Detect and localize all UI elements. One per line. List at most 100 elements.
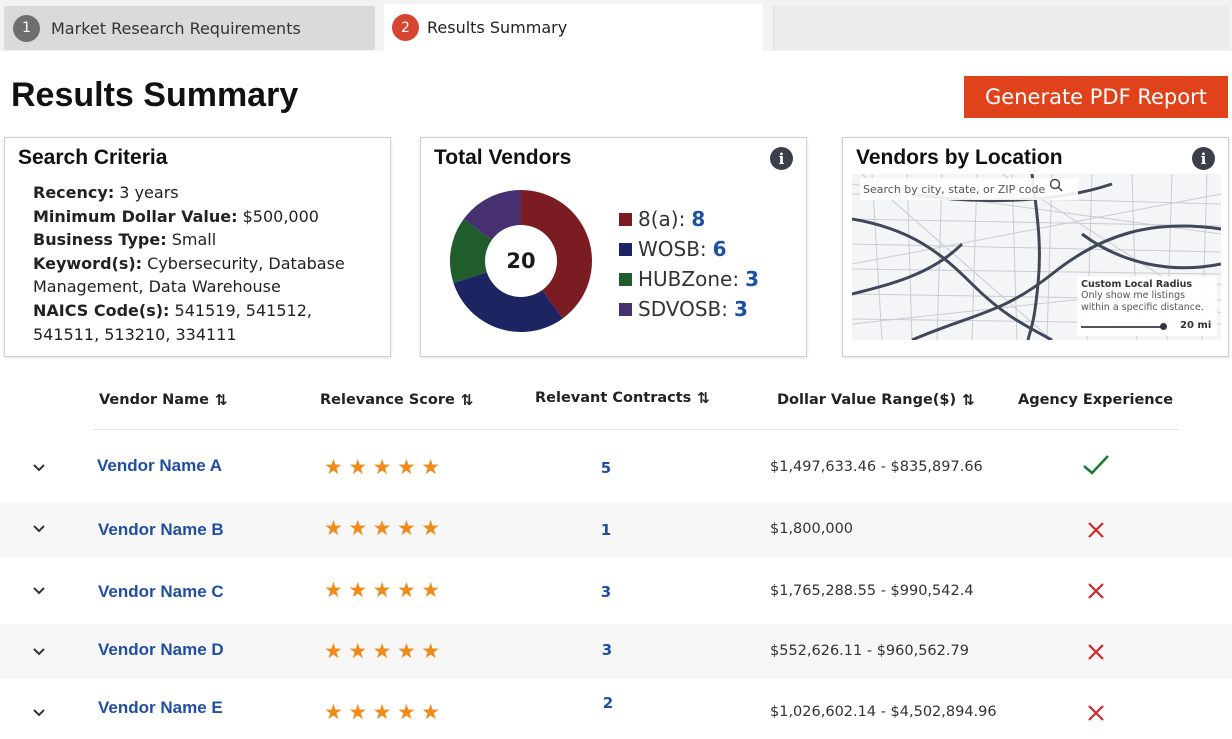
relevant-contracts-link[interactable]: 1 [600,521,612,539]
map-search-input[interactable]: Search by city, state, or ZIP code [860,178,1078,200]
criteria-naics: NAICS Code(s): 541519, 541512, 541511, 5… [33,300,312,344]
table-row: Vendor Name B ★★★★★ 1 $1,800,000 [0,502,1232,557]
vendor-name-link[interactable]: Vendor Name A [97,456,223,475]
chevron-down-icon[interactable] [30,459,48,477]
legend-swatch [619,302,632,316]
legend-swatch [619,212,632,226]
info-icon[interactable]: i [1192,147,1215,170]
chevron-down-icon[interactable] [30,643,48,661]
step-number-badge: 2 [392,14,419,41]
sort-icon[interactable]: ⇅ [460,391,473,409]
legend-item-hubzone: HUBZone: 3 [619,264,759,294]
table-row: Vendor Name A ★★★★★ 5 $1,497,633.46 - $8… [0,440,1232,495]
step-tab-results-summary[interactable]: 2 Results Summary [384,4,763,51]
total-vendors-card: Total Vendors i 20 8(a): 8 WOSB: 6 HUBZo… [420,137,807,357]
page-title: Results Summary [11,76,299,114]
map-street-lines [852,174,1221,340]
legend-item-wosb: WOSB: 6 [619,234,759,264]
search-icon[interactable] [1049,178,1063,192]
step-label: Market Research Requirements [51,18,301,38]
legend-count: 3 [745,267,759,291]
card-title: Search Criteria [18,146,168,169]
legend-label: 8(a): [638,207,686,231]
vendor-name-link[interactable]: Vendor Name C [98,582,224,601]
step-tab-market-research[interactable]: 1 Market Research Requirements [4,6,375,50]
close-icon [1088,705,1104,721]
step-number-badge: 1 [13,14,40,42]
dollar-range: $1,800,000 [770,521,854,537]
criteria-list: Recency: 3 years Minimum Dollar Value: $… [33,181,378,346]
radius-title: Custom Local Radius [1081,279,1193,290]
legend-item-8a: 8(a): 8 [619,204,759,234]
sort-icon[interactable]: ⇅ [962,391,974,409]
relevance-stars: ★★★★★ [324,700,446,724]
legend-item-sdvosb: SDVOSB: 3 [619,294,759,324]
tab-bar-filler [773,6,1229,50]
radius-value: 20 mi [1180,320,1212,331]
relevance-stars: ★★★★★ [324,516,446,540]
donut-slice-2 [450,219,492,283]
relevant-contracts-link[interactable]: 5 [600,459,612,477]
dollar-range: $552,626.11 - $960,562.79 [770,643,969,659]
close-icon [1088,583,1104,599]
custom-radius-panel: Custom Local Radius Only show me listing… [1077,276,1217,336]
legend-count: 6 [712,237,727,261]
sort-icon[interactable]: ⇅ [215,391,227,409]
relevant-contracts-link[interactable]: 3 [601,641,613,659]
legend-count: 3 [733,297,748,321]
card-title: Total Vendors [434,146,572,169]
vendor-donut-chart [450,190,592,332]
vendor-name-link[interactable]: Vendor Name B [98,520,224,539]
column-header-relevance-score[interactable]: Relevance Score ⇅ [320,391,473,409]
table-row: Vendor Name C ★★★★★ 3 $1,765,288.55 - $9… [0,563,1232,618]
legend-count: 8 [691,207,706,231]
column-header-dollar-value-range[interactable]: Dollar Value Range($) ⇅ [777,391,975,409]
generate-pdf-report-button[interactable]: Generate PDF Report [964,76,1228,118]
vendor-map[interactable]: Search by city, state, or ZIP code Custo… [852,174,1221,340]
donut-slice-0 [521,190,592,319]
table-row: Vendor Name D ★★★★★ 3 $552,626.11 - $960… [0,624,1232,679]
close-icon [1088,644,1104,660]
donut-slice-3 [463,190,521,240]
vendor-name-link[interactable]: Vendor Name D [98,640,224,659]
relevant-contracts-link[interactable]: 3 [600,583,612,601]
close-icon [1088,522,1104,538]
column-header-vendor-name[interactable]: Vendor Name ⇅ [99,391,227,409]
relevance-stars: ★★★★★ [324,578,446,602]
chevron-down-icon[interactable] [30,704,48,722]
check-icon [1083,455,1109,475]
dollar-range: $1,026,602.14 - $4,502,894.96 [770,704,997,720]
vendor-legend: 8(a): 8 WOSB: 6 HUBZone: 3 SDVOSB: 3 [619,204,759,324]
criteria-min-dollar: Minimum Dollar Value: $500,000 [33,206,319,226]
legend-label: SDVOSB: [638,297,728,321]
column-header-relevant-contracts[interactable]: Relevant Contracts ⇅ [535,389,710,407]
criteria-recency: Recency: 3 years [33,183,179,202]
info-icon[interactable]: i [770,147,793,170]
step-tabs: 1 Market Research Requirements 2 Results… [0,0,1232,51]
search-criteria-card: Search Criteria Recency: 3 years Minimum… [4,137,391,357]
donut-slice-1 [453,272,563,332]
step-label: Results Summary [427,18,568,37]
radius-slider-track[interactable] [1081,326,1163,328]
relevant-contracts-link[interactable]: 2 [602,694,614,712]
dollar-range: $1,497,633.46 - $835,897.66 [770,459,983,475]
relevance-stars: ★★★★★ [324,455,446,479]
column-header-agency-experience: Agency Experience [1018,392,1174,408]
chevron-down-icon[interactable] [30,582,48,600]
vendors-by-location-card: Vendors by Location i Search by city, st… [842,137,1229,357]
relevance-stars: ★★★★★ [324,639,446,663]
radius-description: Only show me listings within a specific … [1081,290,1204,313]
table-row: Vendor Name E ★★★★★ 2 $1,026,602.14 - $4… [0,683,1232,738]
legend-label: HUBZone: [638,267,740,291]
sort-icon[interactable]: ⇅ [697,389,709,407]
criteria-business-type: Business Type: Small [33,230,217,250]
legend-swatch [619,242,632,256]
donut-total: 20 [506,249,536,273]
vendor-name-link[interactable]: Vendor Name E [98,698,223,717]
legend-swatch [619,272,632,286]
chevron-down-icon[interactable] [30,520,48,538]
dollar-range: $1,765,288.55 - $990,542.4 [770,583,974,599]
table-header-divider [93,429,1179,430]
radius-slider-handle[interactable] [1160,323,1167,330]
card-title: Vendors by Location [856,146,1063,169]
